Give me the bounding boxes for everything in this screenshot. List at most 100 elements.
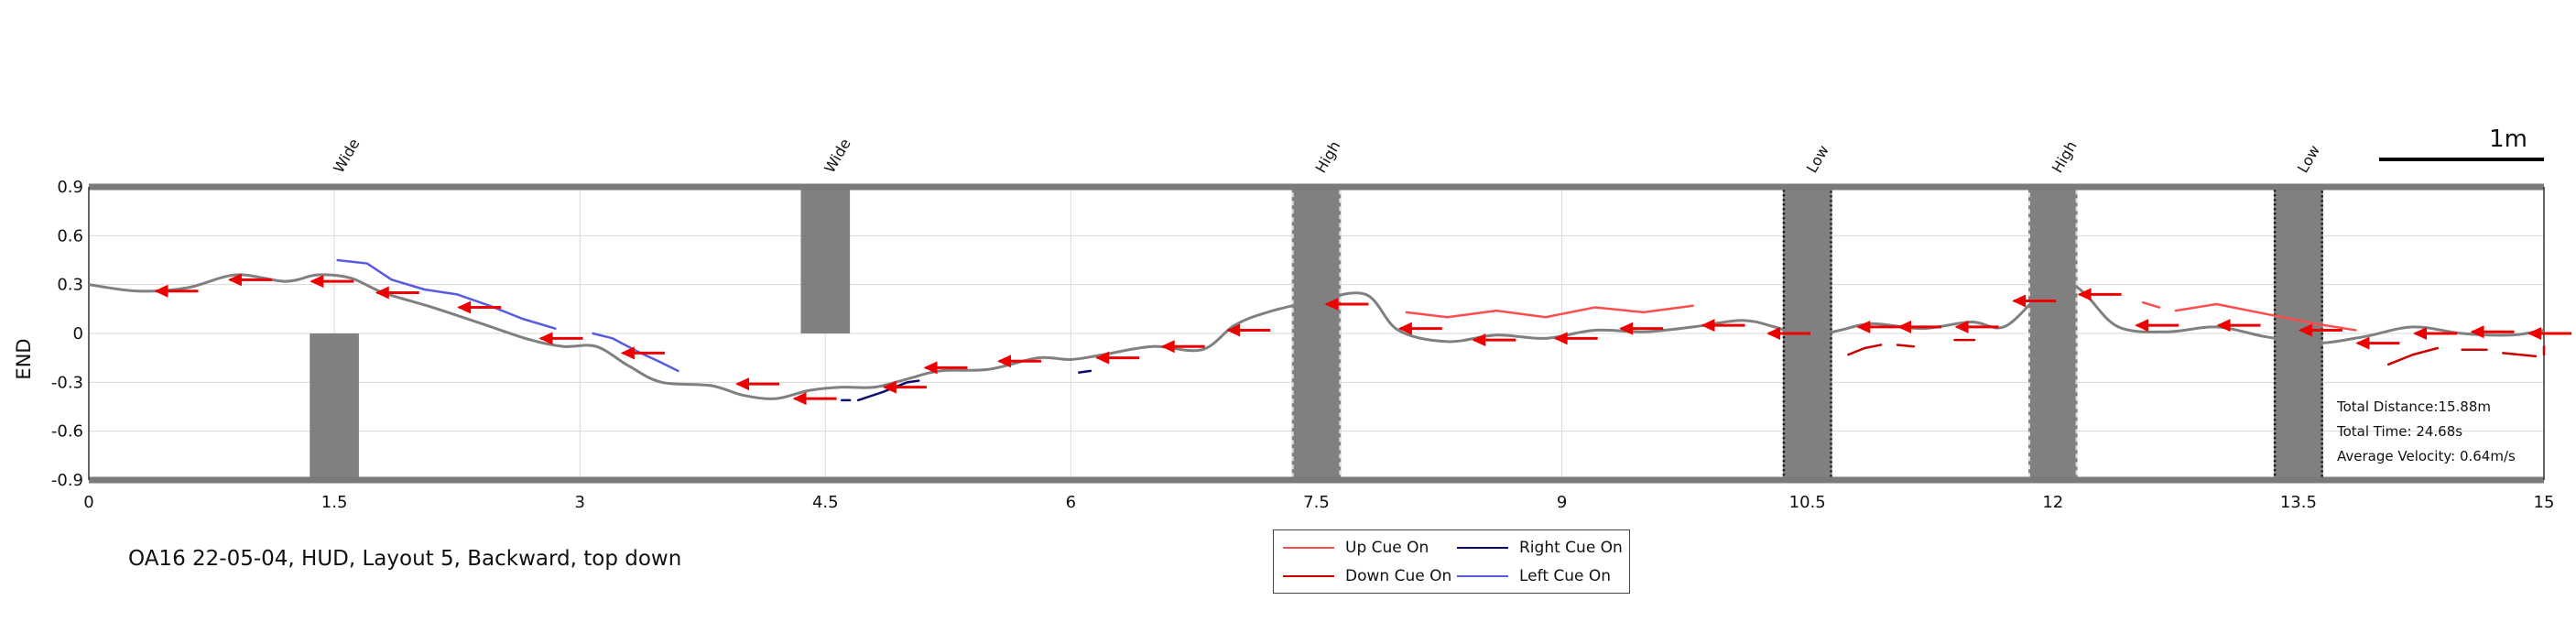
series-segment [1847,344,1883,356]
arrow-head [1095,351,1110,365]
cue-series [336,258,2546,402]
direction-arrow [1324,298,1369,311]
arrow-head [620,346,635,360]
x-tick-label: 7.5 [1303,493,1330,512]
series-up-cue-on [1405,300,2357,332]
obstacle-label: High [1312,138,1344,176]
direction-arrow [734,377,779,391]
series-down-cue-on [1847,338,2546,366]
obstacle-labels: Wide Wide High Low High Low [330,136,2323,176]
direction-arrow [375,286,419,300]
arrow-head [792,392,807,406]
x-tick-label: 9 [1557,493,1567,512]
arrow-head [1160,340,1175,354]
summary-box: Total Distance:15.88m Total Time: 24.68s… [2336,398,2516,464]
arrow-head [1766,327,1781,340]
series-segment [2141,300,2161,309]
legend: Up Cue On Right Cue On Down Cue On Left … [1273,529,1630,594]
direction-arrow [923,361,968,375]
total-distance: Total Distance:15.88m [2336,398,2491,415]
total-time: Total Time: 24.68s [2336,423,2462,440]
arrow-head [375,286,389,300]
obstacle-outline [2027,187,2078,480]
arrow-head [2413,327,2428,340]
arrow-head [923,361,938,375]
obstacle-label: Wide [821,136,853,176]
obstacle-block [2027,187,2078,480]
x-tick-label: 12 [2042,493,2063,512]
arrow-head [2216,319,2231,333]
arrow-head [2077,288,2092,301]
obstacle-label: Low [2294,142,2323,176]
legend-label-down-cue: Down Cue On [1345,567,1452,585]
obstacle-outline [1291,187,1342,480]
series-left-cue-on [336,258,679,373]
direction-arrow [2077,288,2122,301]
obstacle-block [310,333,359,480]
scale-bar-label: 1m [2489,126,2527,153]
series-segment [1078,369,1092,374]
direction-arrow [882,380,927,394]
direction-arrow [310,275,354,289]
arrow-head [2470,325,2484,339]
direction-arrow [1701,319,1745,333]
x-tick-label: 15 [2534,493,2555,512]
legend-label-right-cue: Right Cue On [1519,539,1623,557]
y-axis-label: END [13,338,35,379]
legend-label-left-cue: Left Cue On [1519,567,1612,585]
obstacle-label: High [2049,138,2081,176]
series-segment [2174,302,2357,332]
arrow-head [310,275,324,289]
direction-arrow [1397,322,1442,335]
direction-arrow [1766,327,1811,340]
direction-arrow [1472,333,1516,347]
right-cue-swatch [1457,547,1508,549]
direction-arrows [154,273,2572,406]
obstacle-block [800,187,851,333]
tick-labels: 0 1.5 3 4.5 6 7.5 9 10.5 12 13.5 15 0.9 0.6 0.3 0 -0.3 -… [51,178,2555,512]
plot-frame [88,183,2545,484]
arrow-head [1701,319,1715,333]
direction-arrow [1160,340,1205,354]
scale-bar: 1m [2379,126,2544,161]
legend-label-up-cue: Up Cue On [1345,539,1429,557]
direction-arrow [2527,327,2572,340]
series-segment [336,258,557,330]
direction-arrow [1897,320,1942,333]
arrow-head [1472,333,1486,347]
direction-arrow [2012,294,2057,308]
y-tick-label: 0.3 [57,276,83,295]
arrow-head [1897,320,1912,333]
direction-arrow [1856,320,1901,333]
legend-item-down-cue: Down Cue On [1283,565,1451,587]
direction-arrow [2355,336,2400,350]
direction-arrow [1226,323,1271,337]
series-segment [2502,352,2538,358]
up-cue-swatch [1283,547,1334,549]
y-tick-label: -0.3 [51,373,83,392]
x-tick-label: 0 [83,493,93,512]
direction-arrow [2135,319,2179,333]
direction-arrow [2413,327,2458,340]
arrow-head [2355,336,2370,350]
legend-item-left-cue: Left Cue On [1457,565,1611,587]
arrow-head [882,380,897,394]
x-tick-label: 4.5 [812,493,839,512]
direction-arrow [2470,325,2515,339]
down-cue-swatch [1283,575,1334,577]
obstacle-block [2274,187,2323,480]
direction-arrow [792,392,837,406]
arrow-head [457,300,472,314]
arrow-head [2298,323,2312,337]
x-tick-label: 6 [1066,493,1076,512]
x-tick-label: 10.5 [1789,493,1826,512]
series-segment [2386,346,2440,366]
y-tick-label: 0.6 [57,226,83,246]
direction-arrow [620,346,665,360]
arrow-head [154,284,168,298]
direction-arrow [1954,320,1999,333]
y-tick-label: 0 [73,324,83,344]
y-tick-label: -0.9 [51,471,83,490]
x-tick-label: 13.5 [2280,493,2317,512]
